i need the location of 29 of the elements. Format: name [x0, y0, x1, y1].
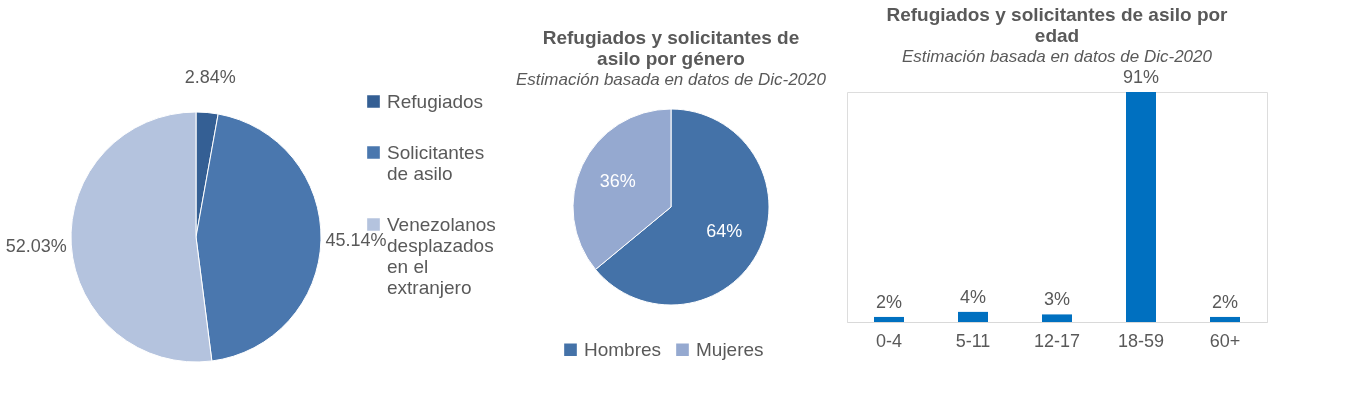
bar [874, 316, 904, 322]
bar [1126, 92, 1156, 322]
data-label: 3% [1043, 289, 1071, 310]
bar [1210, 316, 1240, 322]
bar [958, 311, 988, 322]
legend-label: Mujeres [696, 338, 764, 360]
chart-subtitle: Estimación basada en datos de Dic-2020 [516, 70, 827, 89]
data-label: 91% [1122, 67, 1160, 87]
bar [1042, 314, 1072, 322]
legend-label: Hombres [584, 338, 662, 360]
chart-subtitle: Estimación basada en datos de Dic-2020 [902, 47, 1213, 66]
data-label: 64% [706, 221, 743, 242]
data-label: 2.84% [184, 66, 236, 87]
legend-label: Venezolanos desplazados en el extranjero [387, 213, 496, 298]
chart-title: Refugiados y solicitantes de asilo por género [542, 27, 800, 69]
x-tick-label: 60+ [1209, 330, 1241, 351]
x-tick-label: 12-17 [1033, 330, 1081, 351]
chart-title: Refugiados y solicitantes de asilo por edad [886, 4, 1229, 46]
x-tick-label: 5-11 [955, 330, 991, 351]
data-label: 36% [599, 170, 636, 191]
data-label: 4% [959, 286, 987, 307]
data-label: 45.14% [325, 230, 387, 251]
data-label: 2% [875, 291, 903, 312]
legend-label: Refugiados [387, 90, 484, 112]
legend-label: Solicitantes de asilo [387, 141, 485, 184]
data-label: 2% [1211, 291, 1239, 312]
x-tick-label: 18-59 [1117, 330, 1165, 351]
data-label: 52.03% [5, 236, 67, 257]
x-tick-label: 0-4 [875, 330, 903, 351]
